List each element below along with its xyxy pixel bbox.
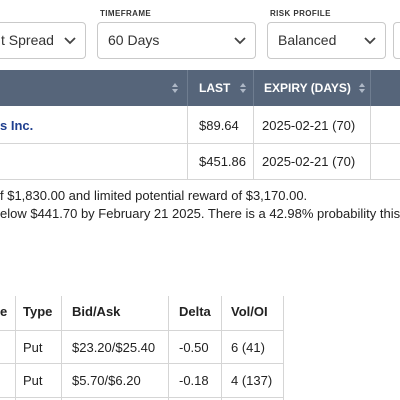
risk-filter: RISK PROFILE — [270, 8, 331, 20]
row-divider — [0, 143, 400, 144]
option-voloi: 4 (137) — [231, 373, 273, 388]
risk-reward-text: f $1,830.00 and limited potential reward… — [0, 188, 308, 203]
expiry-header[interactable]: EXPIRY (DAYS) — [264, 81, 351, 95]
probability-text: elow $441.70 by February 21 2025. There … — [0, 206, 400, 221]
chevron-down-icon — [64, 23, 76, 58]
col-divider — [253, 106, 254, 180]
options-table: e Type Bid/Ask Delta Vol/OI Put $23.20/$… — [0, 296, 300, 400]
last-header[interactable]: LAST — [199, 81, 231, 95]
leg-last: $89.64 — [199, 118, 239, 133]
sort-arrows-icon[interactable] — [240, 83, 246, 93]
option-type: Put — [23, 340, 43, 355]
row-divider — [0, 397, 283, 398]
leg-last: $451.86 — [199, 154, 246, 169]
row-divider — [0, 179, 400, 180]
bidask-header: Bid/Ask — [72, 304, 121, 319]
filter-bar: t Spread TIMEFRAME 60 Days RISK PROFILE … — [0, 0, 400, 70]
type-header: Type — [23, 304, 53, 319]
risk-select[interactable]: Balanced — [267, 22, 386, 59]
row-divider — [0, 330, 283, 331]
risk-value: Balanced — [278, 32, 337, 48]
timeframe-label: TIMEFRAME — [100, 9, 152, 18]
timeframe-filter: TIMEFRAME — [100, 8, 151, 20]
col-divider — [168, 296, 169, 400]
option-voloi: 6 (41) — [231, 340, 265, 355]
sort-arrows-icon[interactable] — [359, 83, 365, 93]
col-divider — [283, 296, 284, 400]
chevron-down-icon — [234, 23, 246, 58]
col-divider — [15, 296, 16, 400]
timeframe-select[interactable]: 60 Days — [97, 22, 256, 59]
row-divider — [0, 363, 283, 364]
col-divider — [61, 296, 62, 400]
leg-expiry: 2025-02-21 (70) — [262, 154, 356, 169]
col-divider — [221, 296, 222, 400]
strategy-select[interactable]: t Spread — [0, 22, 86, 59]
leg-name-link[interactable]: s Inc. — [0, 118, 34, 133]
risk-label: RISK PROFILE — [270, 9, 331, 18]
col-divider — [187, 106, 188, 180]
option-bidask: $23.20/$25.40 — [72, 340, 156, 355]
extra-select[interactable] — [393, 22, 400, 59]
leg-expiry: 2025-02-21 (70) — [262, 118, 356, 133]
legs-table-header: LAST EXPIRY (DAYS) — [0, 70, 400, 106]
option-bidask: $5.70/$6.20 — [72, 373, 141, 388]
voloi-header: Vol/OI — [231, 304, 268, 319]
chevron-down-icon — [364, 23, 376, 58]
header-divider — [187, 70, 188, 106]
delta-header: Delta — [179, 304, 211, 319]
strategy-value: t Spread — [1, 32, 54, 48]
option-delta: -0.18 — [179, 373, 209, 388]
option-type: Put — [23, 373, 43, 388]
option-delta: -0.50 — [179, 340, 209, 355]
col-divider — [370, 106, 371, 180]
header-divider — [253, 70, 254, 106]
sort-arrows-icon[interactable] — [172, 83, 178, 93]
col0-header: e — [0, 304, 8, 319]
header-divider — [370, 70, 371, 106]
timeframe-value: 60 Days — [108, 32, 160, 48]
